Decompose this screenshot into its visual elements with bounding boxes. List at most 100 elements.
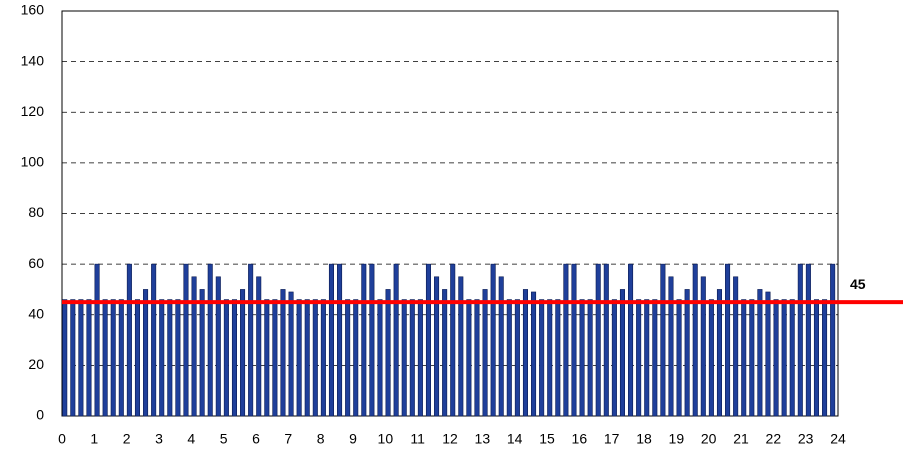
x-tick-label: 2 [123, 431, 131, 447]
bar [611, 299, 617, 417]
bar [563, 263, 569, 417]
x-tick-label: 10 [378, 431, 394, 447]
x-tick-label: 22 [766, 431, 782, 447]
bar [240, 289, 246, 417]
bar [716, 289, 722, 417]
x-tick-label: 16 [572, 431, 588, 447]
x-tick-label: 3 [155, 431, 163, 447]
x-tick-label: 15 [539, 431, 555, 447]
x-tick-label: 4 [187, 431, 195, 447]
bar [143, 289, 149, 417]
bar [571, 263, 577, 417]
bar [692, 263, 698, 417]
y-tick-label: 80 [28, 204, 44, 220]
bar [514, 299, 520, 417]
bar [425, 263, 431, 417]
bar [522, 289, 528, 417]
bar [822, 299, 828, 417]
bar [434, 276, 440, 417]
bar [199, 289, 205, 417]
bar [813, 299, 819, 417]
bar [102, 299, 108, 417]
bar [805, 263, 811, 417]
bar [765, 291, 771, 417]
bar [773, 299, 779, 417]
bar [151, 263, 157, 417]
y-tick-label: 140 [21, 52, 45, 68]
x-tick-label: 20 [701, 431, 717, 447]
bar [280, 289, 286, 417]
bar [377, 299, 383, 417]
bar [288, 291, 294, 417]
bar [312, 299, 318, 417]
bar [789, 299, 795, 417]
bar [797, 263, 803, 417]
bar [458, 276, 464, 417]
x-tick-label: 18 [636, 431, 652, 447]
bar [385, 289, 391, 417]
x-tick-label: 24 [830, 431, 846, 447]
x-tick-label: 23 [798, 431, 814, 447]
y-tick-label: 100 [21, 154, 45, 170]
bar [579, 299, 585, 417]
bar [296, 299, 302, 417]
bar [337, 263, 343, 417]
x-tick-label: 0 [58, 431, 66, 447]
bar [636, 299, 642, 417]
bar [619, 289, 625, 417]
bar [417, 299, 423, 417]
bar [628, 263, 634, 417]
x-tick-label: 12 [442, 431, 458, 447]
bar [183, 263, 189, 417]
bar [126, 263, 132, 417]
x-tick-label: 11 [410, 431, 425, 447]
bar [272, 299, 278, 417]
bar [531, 291, 537, 417]
bar [450, 263, 456, 417]
bar [466, 299, 472, 417]
bar [684, 289, 690, 417]
bar [603, 263, 609, 417]
x-tick-label: 17 [604, 431, 620, 447]
y-tick-label: 160 [21, 2, 45, 18]
bar [401, 299, 407, 417]
x-tick-label: 1 [90, 431, 98, 447]
bar [757, 289, 763, 417]
bar [94, 263, 100, 417]
bar [741, 299, 747, 417]
bar [708, 299, 714, 417]
bar [482, 289, 488, 417]
bar [70, 299, 76, 417]
bar [539, 299, 545, 417]
x-tick-label: 8 [317, 431, 325, 447]
bar [595, 263, 601, 417]
bar [587, 299, 593, 417]
y-tick-label: 0 [36, 407, 44, 423]
bar [555, 299, 561, 417]
bar [175, 299, 181, 417]
bar [725, 263, 731, 417]
bar [110, 299, 116, 417]
x-tick-label: 5 [220, 431, 228, 447]
bar [749, 299, 755, 417]
bar [207, 263, 213, 417]
bar [345, 299, 351, 417]
bar [490, 263, 496, 417]
bar [660, 263, 666, 417]
x-tick-label: 13 [475, 431, 491, 447]
x-tick-label: 6 [252, 431, 260, 447]
bar [676, 299, 682, 417]
bar [668, 276, 674, 417]
bar [86, 299, 92, 417]
y-tick-label: 20 [28, 356, 44, 372]
bar [409, 299, 415, 417]
bar [167, 299, 173, 417]
bar [652, 299, 658, 417]
x-tick-label: 7 [284, 431, 292, 447]
bar [830, 263, 836, 417]
bar [248, 263, 254, 417]
bar [134, 299, 140, 417]
bar [256, 276, 262, 417]
bar [191, 276, 197, 417]
